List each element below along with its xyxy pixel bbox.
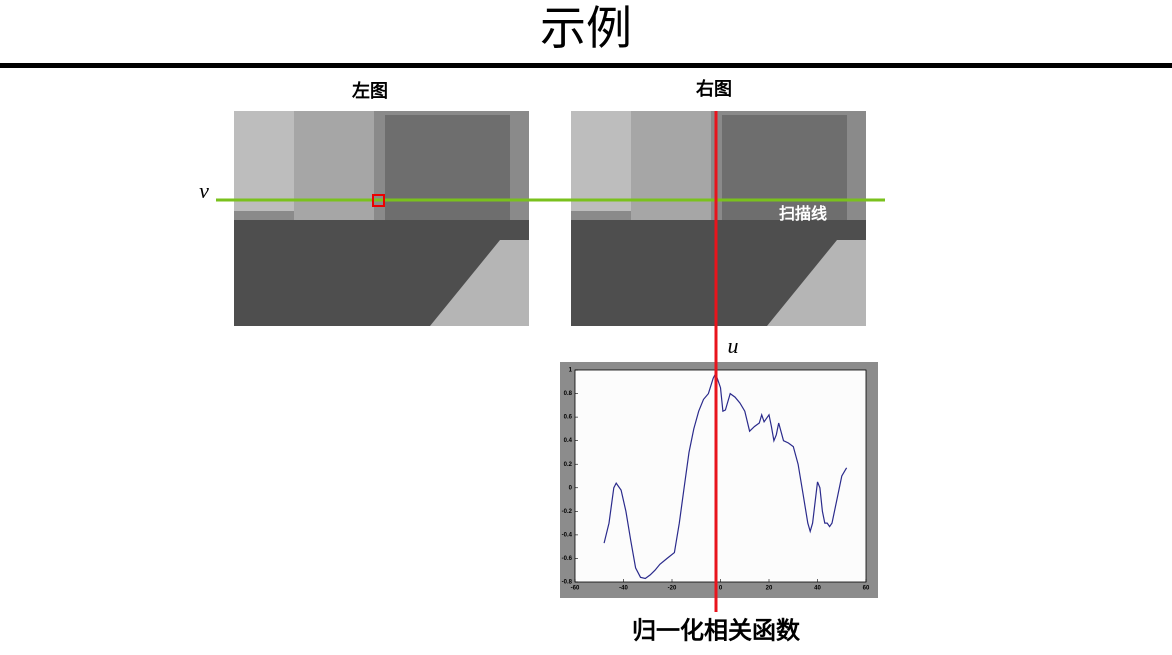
y-tick-label: -0.8 xyxy=(562,580,573,586)
u-label: u xyxy=(728,333,739,358)
caption: 归一化相关函数 xyxy=(632,616,801,644)
y-tick-label: 0.2 xyxy=(564,462,573,468)
y-tick-label: -0.4 xyxy=(562,532,573,538)
title-rule xyxy=(0,63,1172,68)
slide-title: 示例 xyxy=(540,2,632,54)
y-tick-label: 0 xyxy=(569,485,573,491)
v-label: v xyxy=(199,178,209,203)
y-tick-label: -0.6 xyxy=(562,556,573,562)
scanline-label: 扫描线 xyxy=(779,204,827,223)
y-tick-label: 1 xyxy=(569,368,573,374)
y-tick-label: -0.2 xyxy=(562,509,573,515)
x-tick-label: -60 xyxy=(571,586,580,592)
y-tick-label: 0.4 xyxy=(564,438,573,444)
left-image-label: 左图 xyxy=(352,80,388,101)
x-tick-label: 60 xyxy=(863,586,870,592)
y-tick-label: 0.8 xyxy=(564,391,573,397)
x-tick-label: -20 xyxy=(668,586,677,592)
x-tick-label: -40 xyxy=(619,586,628,592)
ncc-line xyxy=(603,371,848,580)
right-image xyxy=(571,111,866,326)
x-tick-label: 20 xyxy=(766,586,773,592)
x-tick-label: 0 xyxy=(719,586,723,592)
left-image xyxy=(234,111,529,326)
x-tick-label: 40 xyxy=(814,586,821,592)
plot: -60 -40 -20 0 20 40 60 -0.8 -0.6 -0.4 -0.2 0 0.2 0.4 0… xyxy=(560,362,878,598)
pixel-marker xyxy=(372,194,385,207)
right-image-label: 右图 xyxy=(696,78,732,99)
y-tick-label: 0.6 xyxy=(564,415,573,421)
